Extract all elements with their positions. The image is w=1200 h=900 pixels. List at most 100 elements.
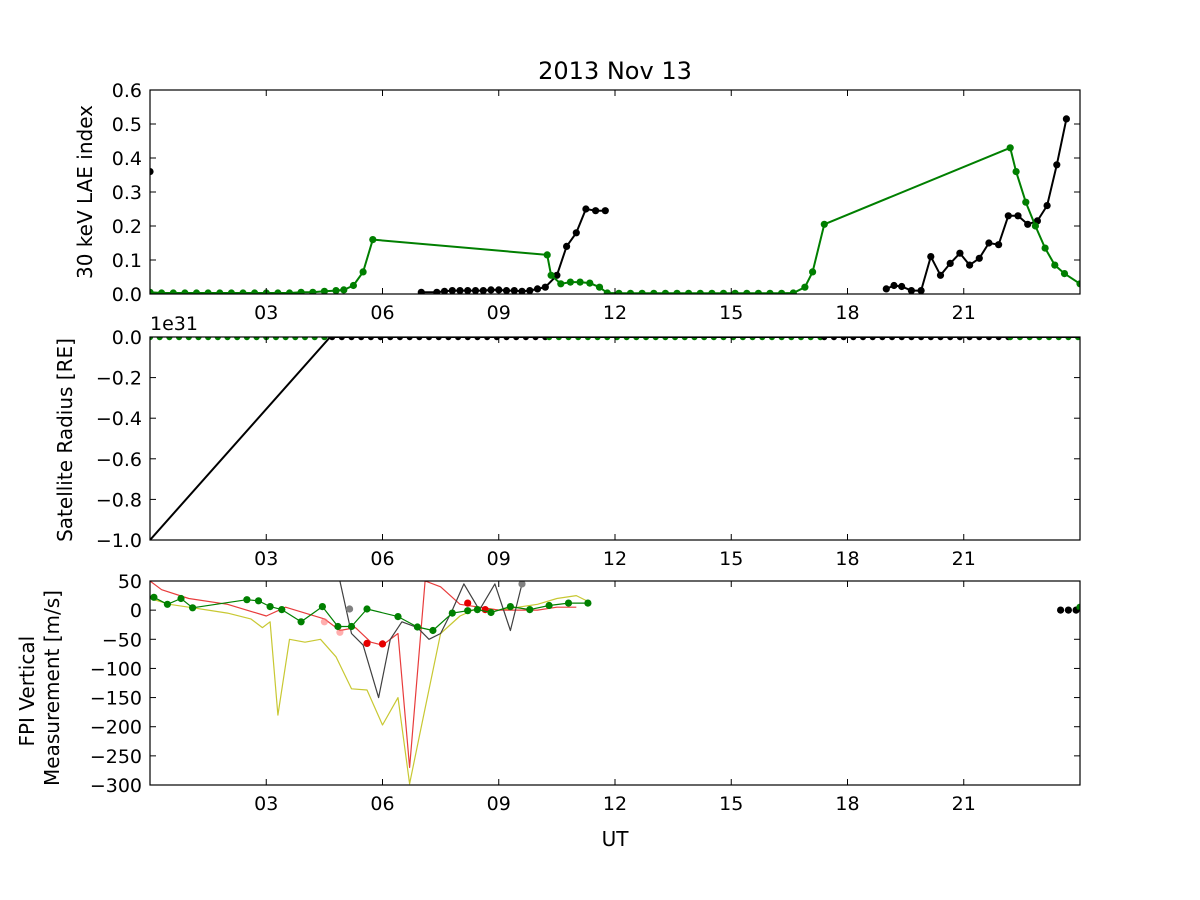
series-line — [150, 146, 1080, 294]
data-point — [582, 205, 590, 213]
data-point — [473, 606, 481, 614]
data-point — [251, 289, 259, 294]
baseline-marker — [321, 337, 328, 341]
data-point — [801, 283, 809, 291]
data-point — [601, 207, 609, 215]
y-tick-label: −250 — [90, 746, 142, 768]
data-point — [1064, 606, 1072, 614]
x-tick-label: 18 — [835, 302, 859, 324]
data-point — [533, 285, 542, 293]
data-point — [615, 289, 623, 294]
data-point — [898, 282, 906, 291]
data-point — [464, 607, 472, 615]
y-tick-label: 0.4 — [112, 148, 142, 170]
data-point — [506, 603, 514, 611]
y-tick-label: −50 — [102, 629, 142, 651]
data-point — [592, 207, 600, 215]
data-point — [332, 287, 340, 294]
series-line — [885, 118, 1068, 292]
y-tick-label: 0.0 — [112, 327, 142, 349]
data-point — [150, 288, 154, 294]
baseline-marker — [185, 337, 192, 341]
data-point — [1024, 220, 1032, 228]
x-tick-label: 18 — [835, 793, 859, 815]
data-point — [169, 289, 177, 294]
data-point — [566, 278, 575, 286]
data-point — [1051, 261, 1059, 269]
y-tick-label: −300 — [90, 775, 142, 797]
data-point — [545, 601, 553, 610]
baseline-marker — [204, 337, 212, 341]
x-tick-label: 03 — [254, 548, 278, 570]
plot-area — [150, 337, 1080, 540]
data-point — [413, 623, 421, 631]
data-point — [192, 289, 201, 294]
offset-text: 1e31 — [150, 313, 198, 335]
data-point — [464, 599, 472, 607]
series-line — [150, 337, 1080, 540]
data-point — [471, 287, 480, 294]
chart-title: 2013 Nov 13 — [538, 57, 692, 85]
data-point — [464, 287, 472, 294]
data-point — [502, 287, 511, 294]
data-point — [985, 239, 993, 247]
data-point — [278, 606, 286, 614]
data-point — [661, 289, 669, 294]
data-point — [448, 609, 456, 617]
y-tick-label: 50 — [118, 571, 142, 593]
data-point — [204, 289, 212, 294]
data-point — [394, 613, 402, 621]
data-point — [510, 287, 518, 294]
plot-area — [150, 581, 1080, 785]
data-point — [956, 249, 964, 257]
baseline-marker — [301, 337, 309, 341]
x-tick-label: 12 — [603, 302, 627, 324]
data-point — [1043, 202, 1051, 210]
plot-area — [150, 115, 1080, 294]
x-tick-label: 21 — [952, 793, 976, 815]
y-tick-label: −0.2 — [96, 368, 142, 390]
data-point — [440, 287, 449, 294]
y-tick-label: −200 — [90, 717, 142, 739]
data-point — [907, 287, 915, 294]
data-point — [297, 618, 305, 626]
data-point — [429, 626, 437, 635]
fpi-ylabel-line-2: Measurement [m/s] — [40, 590, 64, 786]
data-point — [927, 253, 935, 261]
baseline-marker — [175, 337, 183, 341]
data-point — [1014, 212, 1022, 220]
data-point — [297, 288, 305, 294]
data-point — [995, 241, 1003, 249]
baseline-marker — [233, 337, 241, 341]
series-line — [150, 594, 589, 785]
data-point — [696, 289, 704, 294]
data-point — [181, 289, 189, 294]
data-point — [177, 594, 185, 603]
data-point — [158, 289, 166, 294]
data-point — [526, 606, 534, 614]
x-tick-label: 03 — [254, 302, 278, 324]
baseline-marker — [292, 337, 299, 341]
data-point — [254, 597, 263, 605]
baseline-marker — [166, 337, 173, 341]
data-point — [553, 271, 561, 279]
series-line — [339, 581, 523, 699]
fpi-vertical-panel: FPI Vertical Measurement [m/s] UT 03 06 09… — [15, 571, 1081, 851]
data-point — [150, 168, 154, 176]
data-point — [638, 289, 646, 294]
baseline-marker — [272, 337, 280, 341]
x-tick-label: 06 — [370, 302, 394, 324]
data-point — [487, 286, 495, 294]
data-point — [975, 254, 983, 262]
data-point — [1004, 212, 1012, 220]
data-point — [743, 289, 751, 294]
series-line — [421, 208, 606, 294]
data-point — [216, 289, 224, 294]
data-point — [557, 280, 565, 288]
data-point — [349, 281, 357, 290]
x-tick-label: 18 — [835, 548, 859, 570]
series-line — [153, 596, 588, 632]
data-point — [1076, 603, 1080, 611]
data-point — [1062, 115, 1070, 123]
data-point — [150, 593, 158, 601]
